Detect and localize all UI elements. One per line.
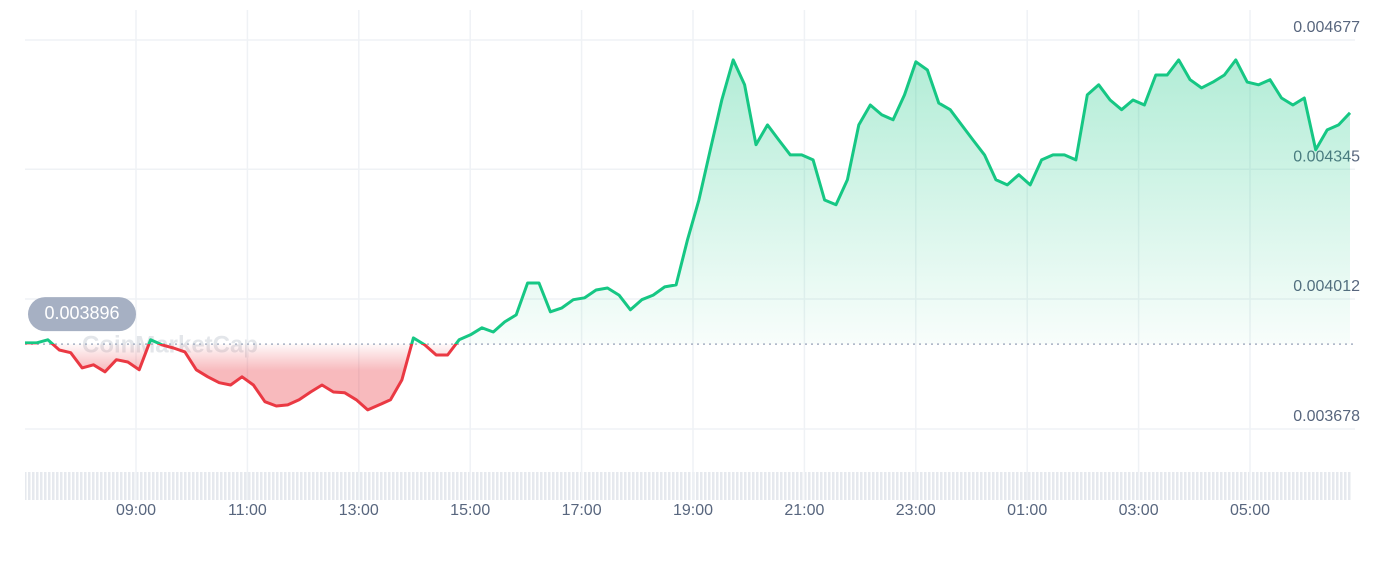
- x-tick-label: 23:00: [896, 502, 936, 519]
- x-tick-label: 15:00: [450, 502, 490, 519]
- y-tick-label: 0.003678: [1293, 408, 1360, 425]
- x-tick-label: 05:00: [1230, 502, 1270, 519]
- x-tick-label: 17:00: [562, 502, 602, 519]
- x-tick-label: 03:00: [1119, 502, 1159, 519]
- price-line: [25, 58, 1352, 412]
- x-tick-label: 21:00: [784, 502, 824, 519]
- baseline-badge: [28, 297, 136, 332]
- x-tick-label: 11:00: [228, 502, 267, 519]
- area: [25, 59, 1350, 410]
- volume-band: [25, 472, 1351, 500]
- x-tick-label: 09:00: [116, 502, 156, 519]
- x-tick-label: 01:00: [1007, 502, 1047, 519]
- x-tick-label: 19:00: [673, 502, 713, 519]
- baseline-label: 0.003896: [44, 303, 119, 323]
- y-tick-label: 0.004677: [1293, 19, 1360, 36]
- x-tick-label: 13:00: [339, 502, 379, 519]
